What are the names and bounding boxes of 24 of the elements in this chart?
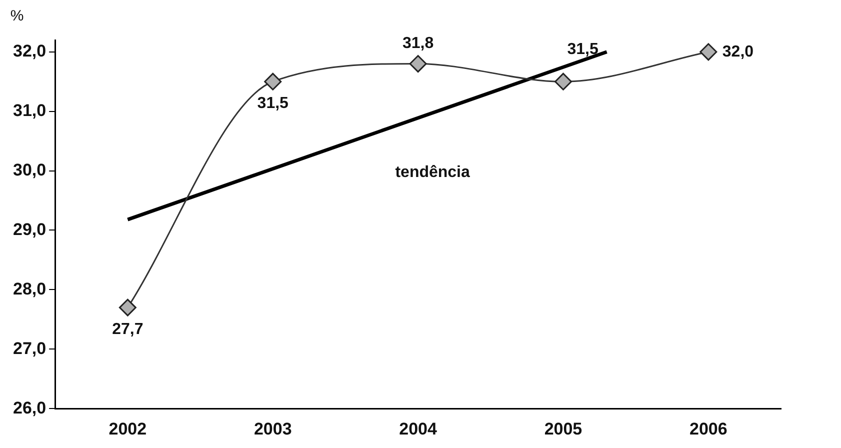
x-tick-label: 2002 [108, 419, 147, 438]
y-tick-label: 31,0 [12, 101, 46, 120]
point [554, 72, 572, 90]
data-label: 31,5 [567, 41, 598, 58]
data-label: 31,8 [402, 35, 434, 52]
data-label: 32,0 [722, 43, 754, 60]
data-label: 31,5 [257, 95, 289, 112]
point [700, 43, 718, 61]
y-tick-label: 29,0 [12, 220, 46, 239]
point [118, 298, 136, 316]
y-tick-label: 32,0 [12, 42, 46, 61]
y-axis-title: % [10, 8, 24, 25]
y-tick-label: 28,0 [12, 279, 46, 298]
x-tick-label: 2004 [399, 419, 438, 438]
point [409, 55, 427, 73]
y-tick-label: 26,0 [12, 398, 46, 418]
annotation: tendência [395, 164, 470, 182]
y-tick-label: 30,0 [12, 160, 46, 180]
point [264, 72, 282, 90]
data-label: 27,7 [112, 320, 144, 338]
x-tick-label: 2003 [254, 419, 292, 438]
x-tick-label: 2006 [689, 419, 728, 438]
y-tick-label: 27,0 [12, 338, 46, 358]
x-tick-label: 2005 [544, 419, 582, 438]
